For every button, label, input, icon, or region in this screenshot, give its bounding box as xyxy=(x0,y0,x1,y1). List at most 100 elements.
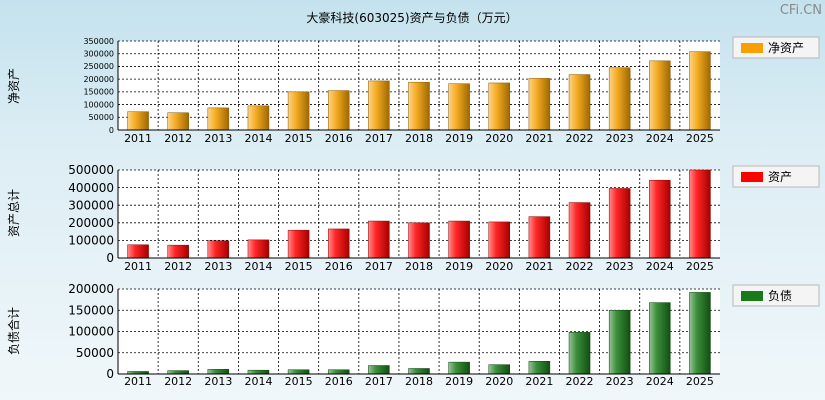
bar-2024 xyxy=(649,179,671,259)
bar-2018 xyxy=(408,368,430,375)
y-tick-label: 50000 xyxy=(76,346,114,360)
x-tick-label: 2013 xyxy=(204,375,232,388)
y-tick-label: 0 xyxy=(106,367,114,381)
x-tick-label: 2011 xyxy=(124,132,152,145)
x-tick-label: 2022 xyxy=(566,132,594,145)
y-tick-label: 0 xyxy=(106,251,114,265)
x-tick-label: 2020 xyxy=(485,260,513,273)
x-tick-label: 2017 xyxy=(365,375,393,388)
x-tick-label: 2018 xyxy=(405,260,433,273)
legend-label: 负债 xyxy=(768,289,792,303)
x-tick-label: 2023 xyxy=(606,375,634,388)
y-tick-label: 250000 xyxy=(83,62,114,71)
bar-2018 xyxy=(408,81,430,131)
bar-2019 xyxy=(448,83,470,131)
y-tick-label: 400000 xyxy=(68,181,114,195)
x-tick-label: 2017 xyxy=(365,132,393,145)
x-tick-label: 2014 xyxy=(244,132,272,145)
bar-2012 xyxy=(167,244,189,259)
bar-2013 xyxy=(207,107,230,131)
x-tick-label: 2023 xyxy=(606,260,634,273)
bar-2020 xyxy=(488,82,511,131)
x-tick-label: 2013 xyxy=(204,260,232,273)
bar-2015 xyxy=(287,229,310,259)
x-tick-label: 2020 xyxy=(485,132,513,145)
x-tick-label: 2021 xyxy=(525,375,553,388)
bar-2023 xyxy=(608,310,631,375)
bar-2012 xyxy=(167,112,189,131)
bar-2018 xyxy=(408,222,430,259)
bar-2021 xyxy=(528,361,551,375)
bar-2013 xyxy=(207,369,230,375)
x-tick-label: 2025 xyxy=(686,132,714,145)
y-tick-label: 350000 xyxy=(83,37,114,46)
x-tick-label: 2012 xyxy=(164,260,192,273)
y-tick-label: 200000 xyxy=(83,75,114,84)
x-tick-label: 2024 xyxy=(646,375,674,388)
x-tick-label: 2019 xyxy=(445,375,473,388)
bar-2021 xyxy=(528,78,551,131)
y-tick-label: 500000 xyxy=(68,163,114,177)
bar-2024 xyxy=(649,302,671,375)
bar-2011 xyxy=(127,111,149,131)
x-tick-label: 2016 xyxy=(325,132,353,145)
bar-2016 xyxy=(327,90,350,131)
x-tick-label: 2024 xyxy=(646,260,674,273)
bar-2020 xyxy=(488,221,511,259)
y-tick-label: 100000 xyxy=(83,100,114,109)
bar-2025 xyxy=(689,292,711,375)
bar-2025 xyxy=(689,169,711,259)
bar-2012 xyxy=(167,370,189,375)
x-tick-label: 2018 xyxy=(405,375,433,388)
bar-2024 xyxy=(649,60,671,131)
legend-label: 资产 xyxy=(768,170,792,184)
x-tick-label: 2021 xyxy=(525,132,553,145)
x-tick-label: 2017 xyxy=(365,260,393,273)
y-axis-title: 负债合计 xyxy=(6,307,21,355)
x-tick-label: 2015 xyxy=(285,260,313,273)
x-tick-label: 2012 xyxy=(164,375,192,388)
x-tick-label: 2025 xyxy=(686,260,714,273)
x-tick-label: 2011 xyxy=(124,375,152,388)
legend-label: 净资产 xyxy=(768,41,804,55)
bar-2014 xyxy=(247,369,270,375)
bar-2020 xyxy=(488,364,511,375)
bar-2016 xyxy=(327,369,350,375)
bar-2015 xyxy=(287,369,310,375)
x-tick-label: 2022 xyxy=(566,260,594,273)
y-tick-label: 100000 xyxy=(68,234,114,248)
bar-2011 xyxy=(127,244,149,259)
y-tick-label: 300000 xyxy=(68,198,114,212)
x-tick-label: 2020 xyxy=(485,375,513,388)
y-tick-label: 200000 xyxy=(68,282,114,296)
x-tick-label: 2025 xyxy=(686,375,714,388)
bar-2022 xyxy=(568,202,591,259)
y-axis-title: 资产总计 xyxy=(7,189,21,237)
bar-2016 xyxy=(327,228,350,259)
x-tick-label: 2015 xyxy=(285,132,313,145)
bar-2022 xyxy=(568,74,591,131)
x-tick-label: 2013 xyxy=(204,132,232,145)
x-tick-label: 2021 xyxy=(525,260,553,273)
y-tick-label: 100000 xyxy=(68,325,114,339)
watermark: CFi.CN xyxy=(780,3,822,18)
x-tick-label: 2019 xyxy=(445,132,473,145)
x-tick-label: 2014 xyxy=(244,260,272,273)
bar-2019 xyxy=(448,361,470,375)
x-tick-label: 2014 xyxy=(244,375,272,388)
y-tick-label: 0 xyxy=(109,126,114,135)
x-tick-label: 2023 xyxy=(606,132,634,145)
chart-title: 大豪科技(603025)资产与负债（万元） xyxy=(306,10,517,25)
bar-2019 xyxy=(448,220,470,259)
x-tick-label: 2012 xyxy=(164,132,192,145)
y-tick-label: 300000 xyxy=(83,50,114,59)
bar-2025 xyxy=(689,51,711,131)
x-tick-label: 2018 xyxy=(405,132,433,145)
bar-2014 xyxy=(247,239,270,259)
bar-2017 xyxy=(368,80,390,131)
x-tick-label: 2011 xyxy=(124,260,152,273)
bar-2015 xyxy=(287,91,310,131)
x-tick-label: 2016 xyxy=(325,260,353,273)
